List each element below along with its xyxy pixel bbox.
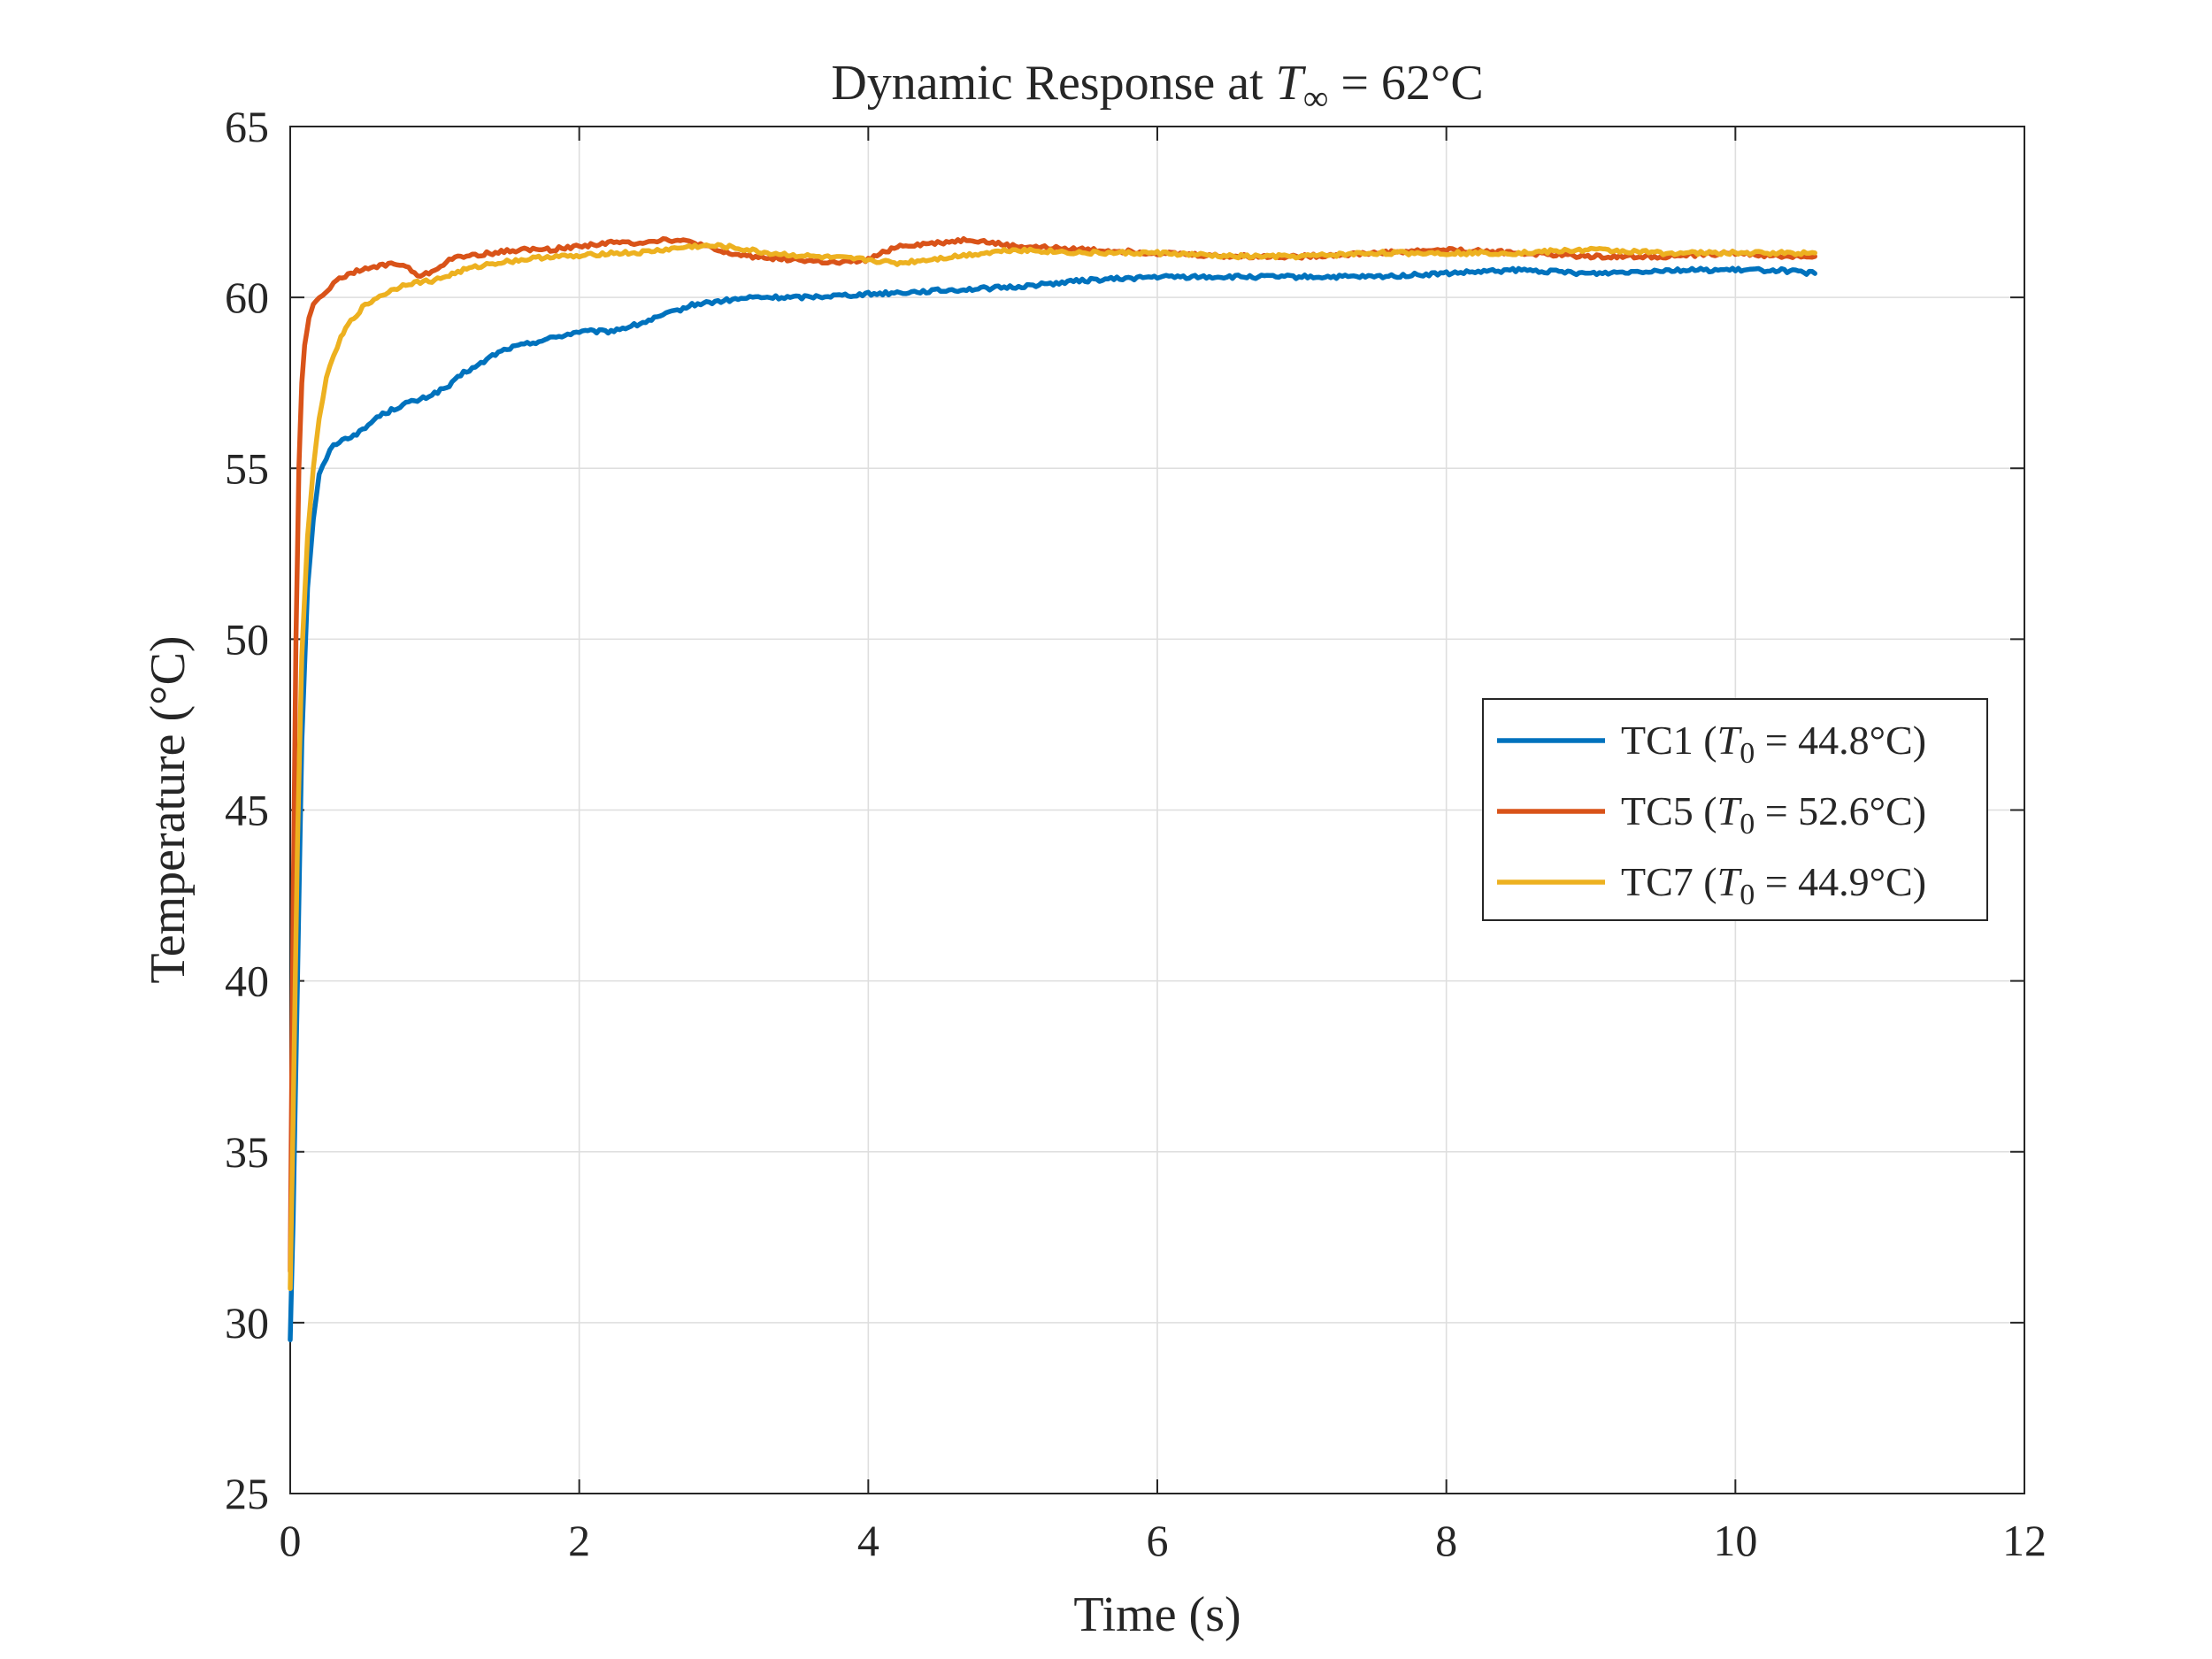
legend-tc5-subscript: 0: [1740, 808, 1755, 841]
legend-tc7-suffix: = 44.9°C): [1755, 859, 1926, 904]
y-tick-label: 40: [225, 956, 269, 1006]
y-tick-label: 45: [225, 786, 269, 835]
x-tick-label: 8: [1435, 1516, 1457, 1565]
legend-tc5-suffix: = 52.6°C): [1755, 788, 1926, 833]
chart-title: Dynamic Response at T∞ = 62°C: [831, 56, 1483, 118]
legend-tc5-prefix: TC5 (: [1621, 788, 1717, 833]
series-line-tc7: [288, 242, 1817, 1292]
legend-label-tc7: TC7 (T0 = 44.9°C): [1621, 859, 1926, 911]
axis-ticks: 0 2 4 6 8 10 12 25 30 35 40 45 50 55 60 65: [225, 102, 2047, 1565]
x-tick-label: 10: [1713, 1516, 1757, 1565]
y-tick-label: 65: [225, 102, 269, 151]
legend-tc7-subscript: 0: [1740, 879, 1755, 911]
y-axis-label: Temperature (°C): [141, 635, 196, 983]
legend-tc7-prefix: TC7 (: [1621, 859, 1717, 904]
chart-title-suffix: = 62°C: [1328, 56, 1483, 111]
x-axis-label: Time (s): [1073, 1587, 1240, 1642]
legend-tc7-symbol: T: [1717, 859, 1743, 904]
legend-tc1-subscript: 0: [1740, 737, 1755, 770]
y-tick-label: 30: [225, 1298, 269, 1348]
x-tick-label: 12: [2002, 1516, 2047, 1565]
x-tick-label: 4: [857, 1516, 879, 1565]
y-tick-label: 50: [225, 614, 269, 664]
x-tick-label: 2: [568, 1516, 590, 1565]
y-tick-label: 55: [225, 443, 269, 493]
legend-tc1-suffix: = 44.8°C): [1755, 718, 1926, 763]
x-tick-label: 6: [1147, 1516, 1169, 1565]
legend: TC1 (T0 = 44.8°C) TC5 (T0 = 52.6°C) TC7 …: [1482, 698, 1988, 921]
y-tick-label: 60: [225, 273, 269, 322]
legend-tc5-symbol: T: [1717, 788, 1743, 833]
series-line-tc1: [288, 265, 1817, 1342]
legend-tc1-prefix: TC1 (: [1621, 718, 1717, 763]
legend-tc1-symbol: T: [1717, 718, 1743, 763]
legend-label-tc1: TC1 (T0 = 44.8°C): [1621, 718, 1926, 770]
y-tick-label: 25: [225, 1469, 269, 1518]
y-tick-label: 35: [225, 1127, 269, 1177]
series-layer: [288, 235, 1817, 1342]
chart-title-subscript: ∞: [1303, 78, 1329, 118]
x-tick-label: 0: [280, 1516, 302, 1565]
legend-label-tc5: TC5 (T0 = 52.6°C): [1621, 788, 1926, 841]
chart-title-prefix: Dynamic Response at: [831, 56, 1275, 111]
chart-title-symbol: T: [1276, 56, 1307, 111]
